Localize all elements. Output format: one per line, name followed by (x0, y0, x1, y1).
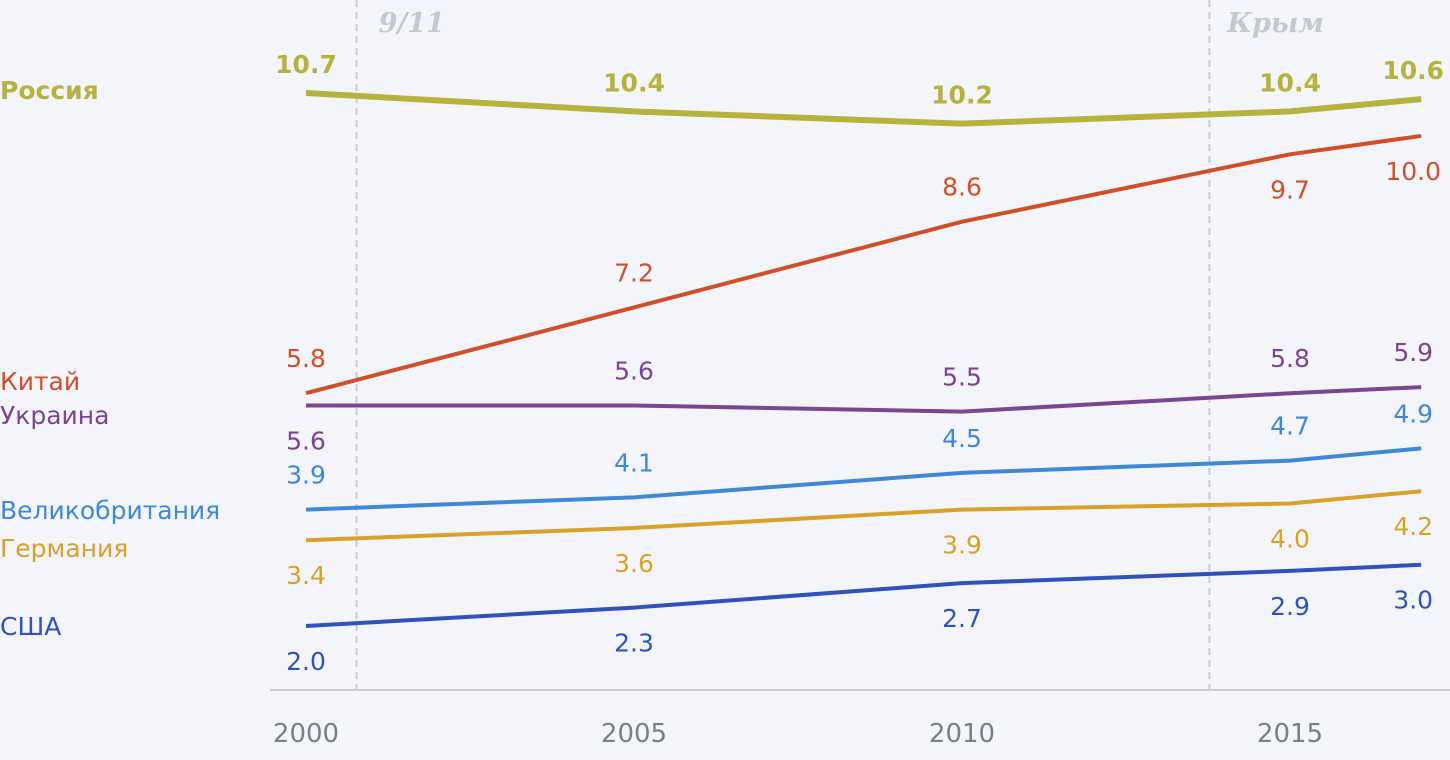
data-label: 2.3 (614, 629, 654, 658)
series-name-label: Китай (0, 367, 80, 396)
series-line-5 (305, 562, 1422, 628)
series-line-4 (305, 489, 1422, 543)
data-label: 10.0 (1385, 157, 1441, 186)
series-line-1 (305, 133, 1422, 396)
data-label: 4.0 (1270, 524, 1310, 553)
event-annotation: Крым (1226, 8, 1324, 39)
data-label: 5.5 (942, 363, 982, 392)
data-label: 4.2 (1393, 512, 1433, 541)
series-line-3 (305, 446, 1422, 512)
data-label: 3.9 (286, 461, 326, 490)
data-label: 5.9 (1393, 338, 1433, 367)
data-label: 2.9 (1270, 592, 1310, 621)
data-label: 5.6 (286, 426, 326, 455)
series-line-0 (305, 90, 1422, 127)
data-label: 4.7 (1270, 412, 1310, 441)
data-label: 5.8 (1270, 344, 1310, 373)
series-name-label: Россия (0, 76, 99, 105)
data-label: 2.0 (286, 647, 326, 676)
series-name-label: Украина (0, 401, 109, 430)
series-name-label: Германия (0, 534, 128, 563)
x-tick-label: 2015 (1257, 719, 1323, 749)
x-tick-label: 2005 (601, 719, 667, 749)
data-label: 4.1 (614, 448, 654, 477)
data-label: 3.4 (286, 561, 326, 590)
event-annotation: 9/11 (379, 8, 445, 39)
data-label: 3.6 (614, 549, 654, 578)
data-label: 8.6 (942, 173, 982, 202)
data-label: 4.9 (1393, 399, 1433, 428)
data-label: 9.7 (1270, 175, 1310, 204)
x-tick-label: 2010 (929, 719, 995, 749)
data-label: 5.6 (614, 356, 654, 385)
x-tick-label: 2000 (273, 719, 339, 749)
data-label: 3.0 (1393, 586, 1433, 615)
data-label: 10.4 (603, 68, 665, 97)
data-label: 2.7 (942, 604, 982, 633)
series-line-2 (306, 385, 1422, 414)
data-label: 4.5 (942, 424, 982, 453)
data-label: 7.2 (614, 258, 654, 287)
series-name-label: Великобритания (0, 496, 220, 525)
data-label: 5.8 (286, 344, 326, 373)
data-label: 3.9 (942, 531, 982, 560)
series-name-label: США (0, 612, 61, 641)
data-label: 10.4 (1259, 68, 1321, 97)
data-label: 10.6 (1382, 56, 1444, 85)
data-label: 10.7 (275, 50, 337, 79)
data-label: 10.2 (931, 81, 993, 110)
